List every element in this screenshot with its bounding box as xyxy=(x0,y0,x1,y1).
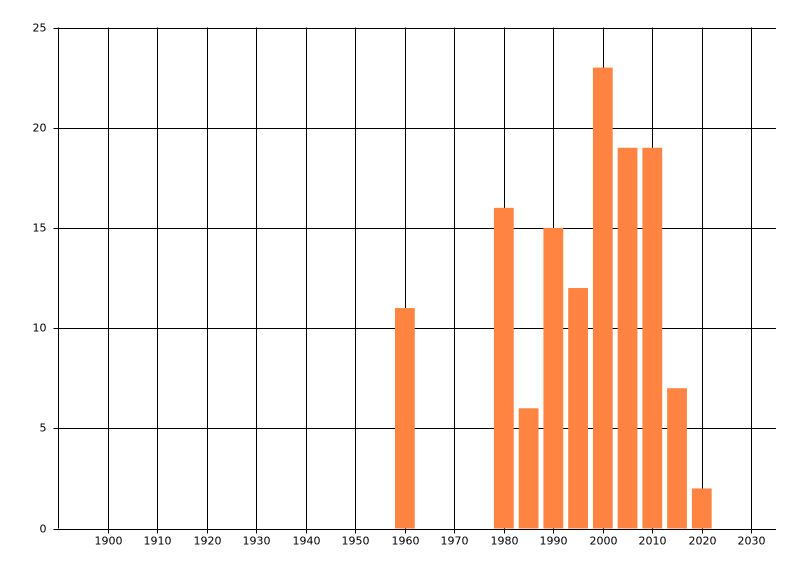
x-tick-label: 1940 xyxy=(293,535,321,548)
x-tick-label: 1950 xyxy=(342,535,370,548)
bar xyxy=(493,207,514,529)
x-tick-label: 1930 xyxy=(243,535,271,548)
x-tick-label: 1960 xyxy=(392,535,420,548)
x-tick-label: 2020 xyxy=(689,535,717,548)
bar xyxy=(667,388,687,529)
y-tick-label: 0 xyxy=(40,523,47,536)
bar xyxy=(568,288,588,529)
y-tick-label: 15 xyxy=(33,222,47,235)
y-tick-label: 20 xyxy=(33,122,47,135)
x-tick-label: 1900 xyxy=(95,535,123,548)
bar xyxy=(691,488,712,529)
x-tick-label: 2010 xyxy=(639,535,667,548)
x-tick-label: 1910 xyxy=(144,535,172,548)
bar xyxy=(543,227,564,529)
bar xyxy=(592,67,613,529)
y-tick-label: 5 xyxy=(40,422,47,435)
x-tick-label: 1990 xyxy=(540,535,568,548)
bar xyxy=(642,147,663,529)
x-tick-label: 1920 xyxy=(194,535,222,548)
bar xyxy=(617,147,638,529)
x-tick-label: 2000 xyxy=(590,535,618,548)
x-tick-label: 2030 xyxy=(738,535,766,548)
x-tick-label: 1980 xyxy=(491,535,519,548)
y-tick-label: 10 xyxy=(33,322,47,335)
x-tick-label: 1970 xyxy=(441,535,469,548)
bar xyxy=(394,308,415,529)
y-tick-label: 25 xyxy=(33,22,47,35)
bar xyxy=(518,408,539,529)
